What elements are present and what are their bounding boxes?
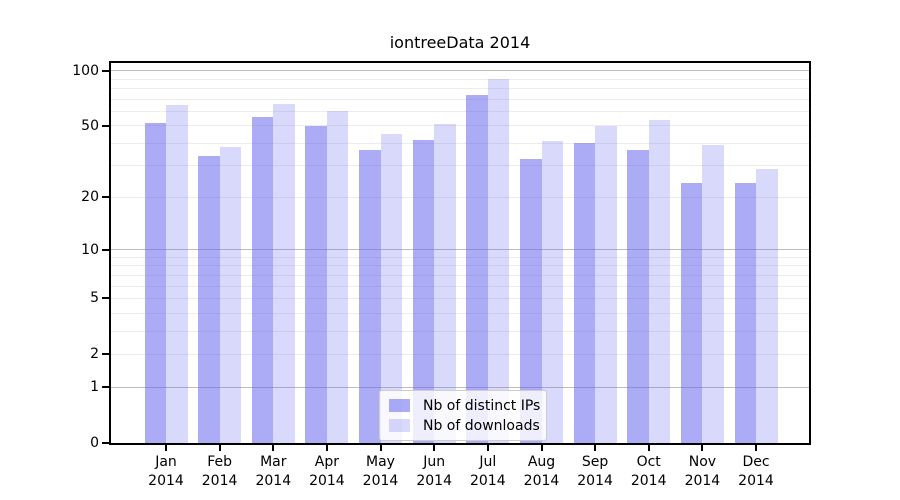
y-tick-label: 5 — [90, 290, 99, 307]
bar-nb-of-distinct-ips — [305, 125, 327, 443]
legend-label-distinct-ips: Nb of distinct IPs — [423, 397, 541, 414]
plot-area — [109, 61, 811, 445]
bar-nb-of-distinct-ips — [412, 139, 435, 443]
gridline — [111, 196, 809, 198]
gridline — [111, 70, 809, 72]
gridline — [111, 78, 809, 80]
y-tick-mark — [102, 297, 109, 300]
bar-nb-of-distinct-ips — [198, 156, 220, 443]
x-tick-label: Apr 2014 — [309, 454, 345, 489]
legend-swatch-distinct-ips — [389, 399, 410, 412]
y-tick-mark — [102, 442, 109, 444]
x-tick-mark — [647, 445, 650, 451]
y-tick-mark — [102, 248, 109, 251]
y-tick-mark — [102, 353, 109, 356]
legend: Nb of distinct IPs Nb of downloads — [379, 390, 547, 441]
bar-nb-of-distinct-ips — [251, 116, 274, 443]
bar-nb-of-downloads — [756, 168, 778, 443]
x-tick-mark — [325, 445, 328, 451]
x-tick-mark — [594, 445, 597, 451]
gridline — [111, 125, 809, 127]
y-tick-mark — [102, 196, 109, 199]
y-tick-mark — [102, 386, 109, 389]
x-tick-label: Sep 2014 — [577, 454, 613, 489]
x-tick-label: Jan 2014 — [148, 454, 184, 489]
gridline — [111, 142, 809, 144]
x-tick-label: Aug 2014 — [523, 454, 560, 489]
x-tick-mark — [218, 445, 221, 451]
x-tick-label: Feb 2014 — [201, 454, 238, 489]
x-tick-mark — [379, 445, 382, 451]
gridline — [111, 249, 809, 250]
gridline — [111, 110, 809, 112]
bar-nb-of-distinct-ips — [573, 143, 596, 443]
y-tick-label: 10 — [81, 241, 99, 258]
y-tick-label: 50 — [81, 117, 99, 134]
x-tick-label: Dec 2014 — [738, 454, 774, 489]
y-tick-mark — [102, 69, 109, 72]
gridline — [111, 386, 809, 388]
x-tick-mark — [165, 445, 167, 451]
x-tick-mark — [540, 445, 543, 451]
gridline — [111, 165, 809, 167]
bar-nb-of-distinct-ips — [627, 149, 649, 443]
bar-nb-of-downloads — [219, 147, 242, 443]
bar-nb-of-downloads — [380, 134, 402, 443]
bar-nb-of-distinct-ips — [359, 149, 381, 443]
gridline — [111, 256, 809, 258]
x-tick-mark — [755, 445, 757, 451]
gridline — [111, 353, 809, 355]
gridline — [111, 98, 809, 100]
bar-nb-of-downloads — [434, 124, 456, 443]
gridline — [111, 274, 809, 276]
legend-item-downloads: Nb of downloads — [389, 417, 540, 434]
bar-nb-of-distinct-ips — [144, 122, 166, 443]
x-tick-mark — [486, 445, 489, 451]
x-tick-mark — [701, 445, 704, 451]
bar-nb-of-distinct-ips — [734, 183, 756, 443]
gridline — [111, 330, 809, 332]
x-tick-label: Oct 2014 — [630, 454, 667, 489]
bar-nb-of-downloads — [595, 125, 617, 443]
legend-swatch-downloads — [389, 419, 410, 432]
gridline — [111, 285, 809, 287]
bar-nb-of-downloads — [702, 145, 724, 443]
bar-nb-of-downloads — [648, 119, 671, 443]
y-tick-label: 2 — [90, 346, 99, 363]
bar-nb-of-downloads — [166, 104, 188, 443]
x-tick-mark — [272, 445, 275, 451]
bar-nb-of-downloads — [541, 141, 563, 443]
y-tick-label: 20 — [81, 189, 99, 206]
bar-nb-of-distinct-ips — [466, 94, 488, 443]
x-tick-label: Mar 2014 — [255, 454, 292, 489]
y-tick-mark — [102, 124, 109, 127]
bar-nb-of-distinct-ips — [680, 183, 703, 443]
x-tick-label: Nov 2014 — [684, 454, 721, 489]
y-tick-label: 100 — [72, 62, 99, 79]
bar-nb-of-distinct-ips — [520, 158, 542, 443]
x-tick-label: Jun 2014 — [416, 454, 452, 489]
chart-title: iontreeData 2014 — [389, 33, 531, 52]
bar-nb-of-downloads — [326, 111, 349, 443]
gridline — [111, 265, 809, 267]
x-tick-label: May 2014 — [362, 454, 399, 489]
x-tick-mark — [433, 445, 436, 451]
legend-item-distinct-ips: Nb of distinct IPs — [389, 397, 541, 414]
y-tick-label: 1 — [90, 379, 99, 396]
gridline — [111, 312, 809, 314]
legend-label-downloads: Nb of downloads — [423, 417, 540, 434]
bar-nb-of-downloads — [273, 103, 295, 443]
gridline — [111, 297, 809, 299]
gridline — [111, 87, 809, 89]
y-tick-label: 0 — [90, 435, 99, 451]
x-tick-label: Jul 2014 — [469, 454, 506, 489]
bar-nb-of-downloads — [487, 79, 510, 443]
